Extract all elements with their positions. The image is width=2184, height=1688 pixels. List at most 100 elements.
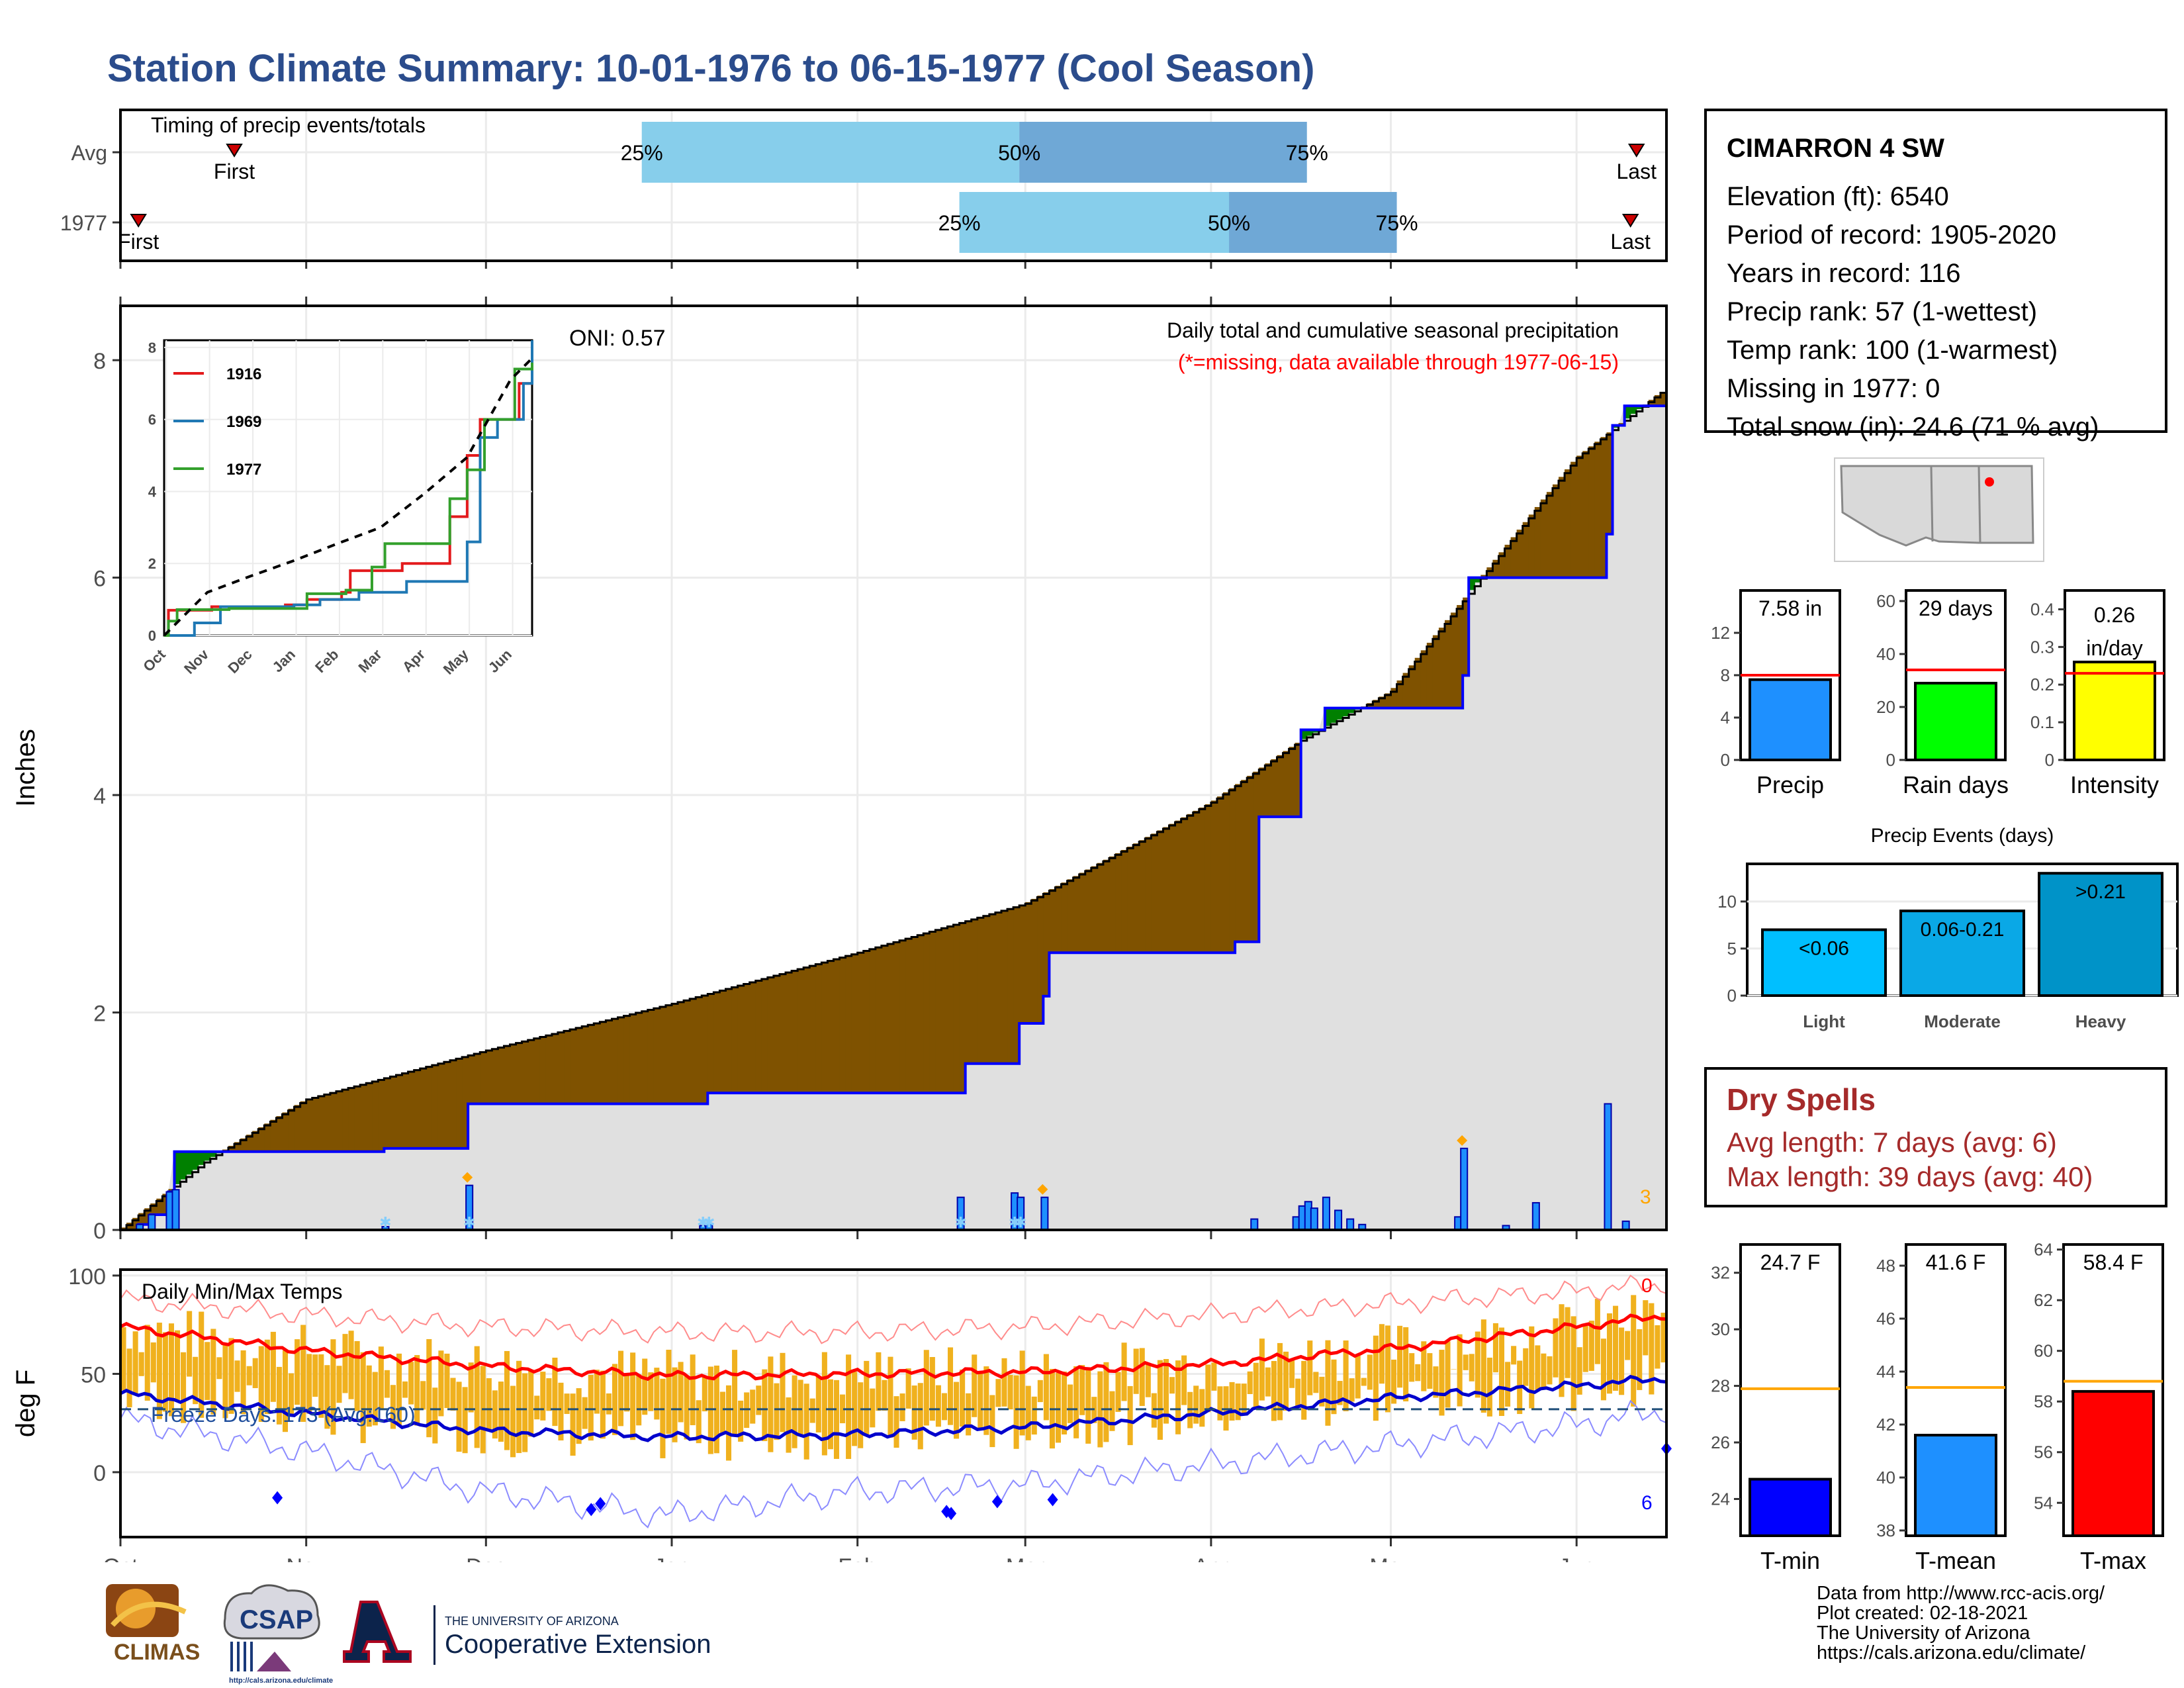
precip-departure-fill (258, 1127, 265, 1152)
mini-bar-group-name: T-min (1760, 1547, 1820, 1574)
climas-logo: CLIMAS (106, 1584, 200, 1665)
temp-daily-bar (1319, 1376, 1325, 1407)
precip-departure-fill (1390, 688, 1398, 708)
temp-daily-bar (306, 1354, 312, 1414)
precip-departure-fill (971, 918, 978, 1064)
temp-daily-bar (983, 1366, 989, 1435)
precip-departure-fill (1019, 904, 1026, 1023)
precip-departure-fill (1169, 823, 1176, 953)
temp-daily-bar (1199, 1389, 1205, 1427)
timing-label-50: 50% (1208, 211, 1250, 235)
temp-daily-bar (1115, 1372, 1121, 1412)
temp-daily-bar (282, 1350, 289, 1432)
temp-daily-bar (887, 1356, 893, 1438)
temp-daily-bar (756, 1385, 762, 1415)
precip-departure-fill (1636, 406, 1643, 410)
csap-logo: CSAP http://cals.arizona.edu/climate (223, 1584, 333, 1685)
temp-daily-bar (360, 1352, 366, 1444)
precip-departure-fill (1624, 406, 1631, 419)
precip-departure-fill (234, 1142, 241, 1152)
temp-daily-bar (168, 1323, 174, 1417)
precip-departure-fill (792, 970, 798, 1094)
temp-daily-bar (1451, 1369, 1457, 1370)
precip-daily-bar (1604, 1103, 1612, 1231)
precip-departure-fill (881, 945, 888, 1094)
temp-daily-bar (1649, 1303, 1655, 1395)
temp-daily-bar (1025, 1385, 1031, 1440)
precip-departure-fill (1565, 469, 1571, 578)
mini-bar-value-label: 24.7 F (1760, 1250, 1821, 1274)
station-location-dot (1985, 477, 1994, 487)
events-title: Precip Events (days) (1871, 825, 2054, 847)
temp-daily-bar (858, 1382, 864, 1448)
precip-departure-fill (1007, 908, 1014, 1064)
temp-daily-bar (193, 1356, 199, 1405)
precip-departure-fill (623, 1015, 631, 1104)
temp-daily-bar (258, 1346, 264, 1423)
precip-departure-fill (839, 957, 846, 1094)
events-bar-label: 0.06-0.21 (1921, 919, 2005, 941)
temp-daily-bar (797, 1380, 803, 1435)
precip-departure-fill (126, 1223, 133, 1230)
temp-daily-bar (786, 1397, 792, 1453)
timing-label-50: 50% (998, 141, 1040, 165)
precip-departure-fill (1121, 849, 1128, 953)
precip-daily-bar (1531, 1201, 1540, 1231)
events-category-label: Moderate (1924, 1011, 2001, 1031)
mini-bar-group-name: Precip (1756, 771, 1824, 798)
precip-departure-fill (588, 1024, 594, 1104)
mini-bar-tick-label: 8 (1721, 665, 1730, 685)
temp-daily-bar (126, 1348, 132, 1407)
temp-daily-bar (1655, 1325, 1661, 1369)
temp-daily-bar (492, 1390, 498, 1439)
precip-departure-fill (1630, 406, 1637, 414)
temp-daily-bar (348, 1331, 354, 1399)
temp-daily-bar (840, 1394, 846, 1424)
temp-daily-bar (1337, 1381, 1343, 1405)
temp-daily-bar (713, 1365, 719, 1454)
events-category-label: Heavy (2075, 1011, 2126, 1031)
temp-record-low-marker (941, 1505, 952, 1519)
precip-departure-fill (749, 981, 756, 1094)
precip-snow-diamond (1457, 1135, 1468, 1146)
inset-legend-label: 1969 (226, 413, 261, 431)
events-bar (1761, 928, 1887, 997)
temp-daily-bar (792, 1375, 797, 1448)
snow-day-marker: ✱ (697, 1214, 709, 1231)
precip-departure-fill (629, 1013, 637, 1104)
temp-daily-bar (295, 1339, 300, 1405)
temp-daily-bar (354, 1340, 360, 1411)
mini-bar-tick-label: 4 (1721, 708, 1730, 727)
precip-departure-fill (1109, 856, 1116, 953)
inset-legend-label: 1916 (226, 365, 261, 383)
precip-departure-fill (1522, 522, 1529, 578)
precip-departure-fill (1037, 895, 1044, 1023)
temp-daily-bar (570, 1393, 576, 1456)
temp-daily-bar (1068, 1384, 1073, 1423)
precip-departure-fill (504, 1045, 511, 1104)
temp-daily-bar (552, 1357, 558, 1427)
temp-daily-bar (1289, 1360, 1295, 1388)
temp-daily-bar (654, 1368, 660, 1420)
mini-bar-tick-label: 40 (1876, 644, 1895, 664)
precip-departure-fill (1600, 437, 1608, 578)
temp-daily-bar (564, 1393, 570, 1415)
precip-count-label: 3 (1640, 1186, 1651, 1208)
temp-record-min-line (120, 1399, 1667, 1528)
temp-daily-bar (1259, 1338, 1265, 1401)
temp-daily-bar (738, 1400, 744, 1442)
mini-bar-value (2071, 1389, 2155, 1537)
temp-tick-label-x: Jan (654, 1554, 690, 1562)
temp-daily-bar (648, 1372, 654, 1411)
mini-bar-tick-label: 12 (1711, 623, 1730, 643)
precip-departure-fill (1216, 796, 1224, 953)
precip-departure-fill (647, 1009, 655, 1104)
mini-bar-group-name: Intensity (2070, 771, 2159, 798)
station-missing: Missing in 1977: 0 (1727, 374, 1940, 403)
precip-departure-fill (702, 994, 708, 1104)
mini-bar-group-name: T-max (2080, 1547, 2146, 1574)
precip-departure-fill (420, 1067, 427, 1149)
temp-tick-label-y: 100 (68, 1264, 106, 1289)
inset-legend-label: 1977 (226, 461, 261, 479)
temp-daily-bar (1211, 1362, 1217, 1391)
